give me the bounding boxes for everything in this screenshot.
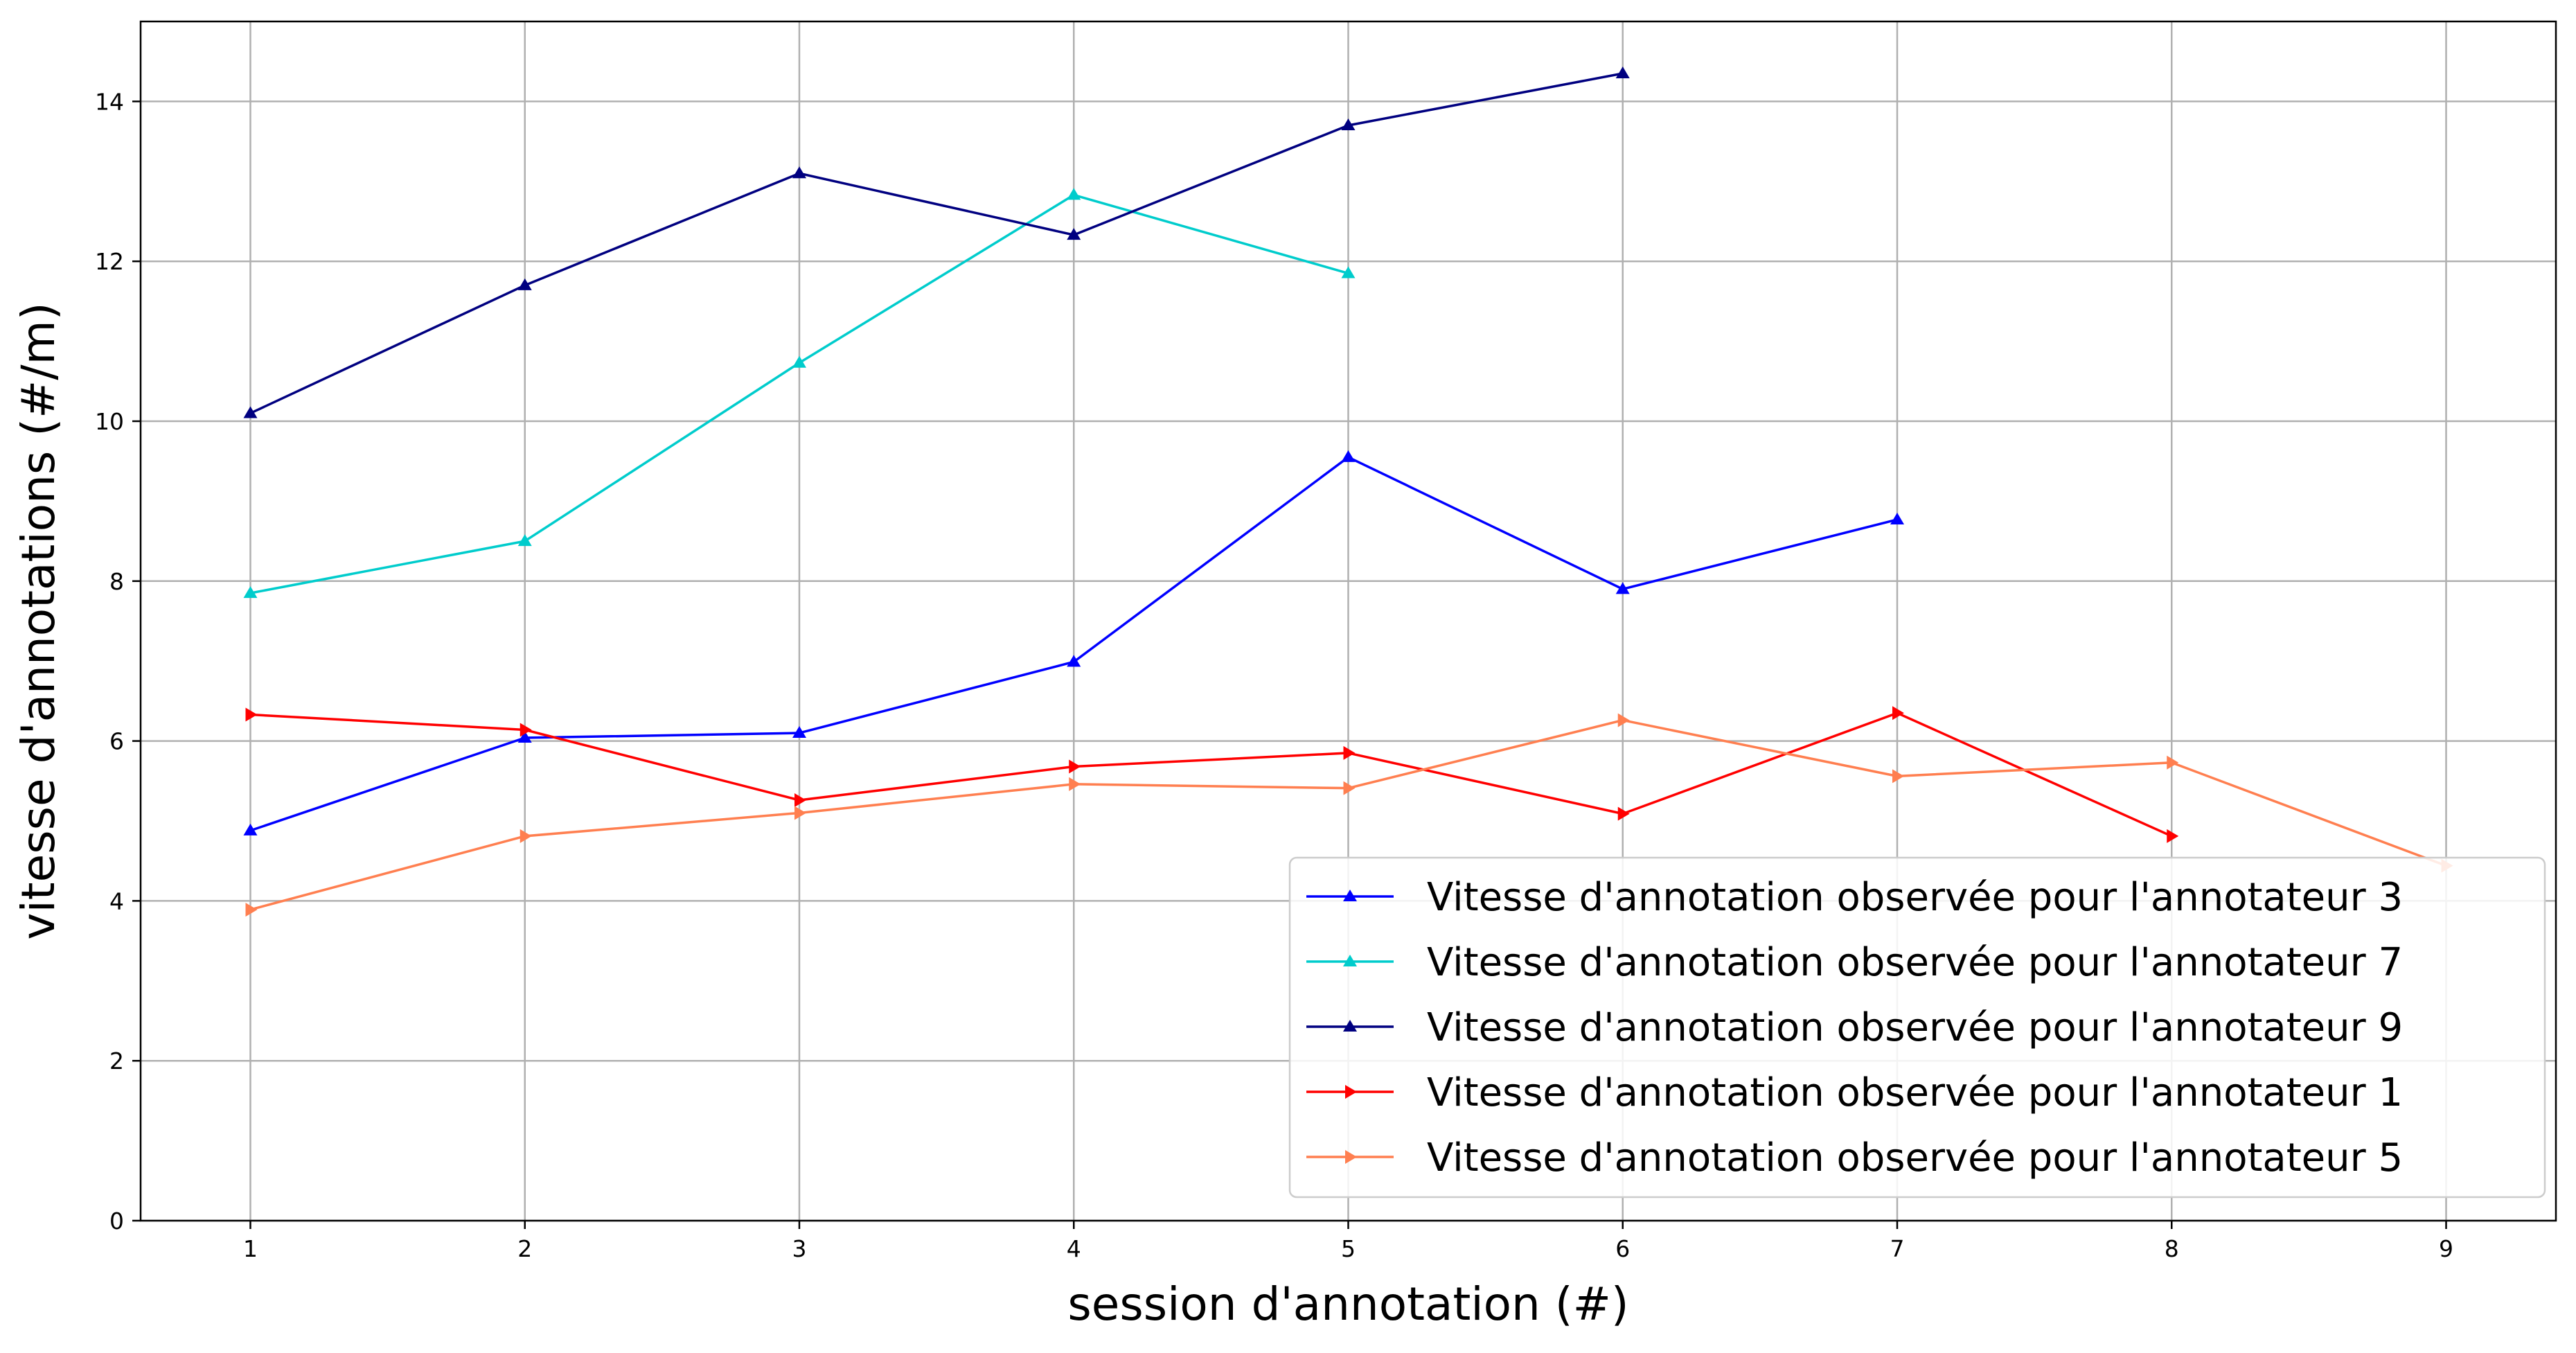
data-point-marker — [243, 586, 258, 599]
legend-swatch-marker — [1343, 1020, 1357, 1032]
series-1 — [243, 450, 1904, 835]
data-point-marker — [1343, 745, 1356, 760]
series-line — [249, 72, 1624, 415]
legend-item: Vitesse d'annotation observée pour l'ann… — [1306, 940, 2403, 985]
data-point-marker — [1067, 228, 1081, 240]
y-tick-label: 0 — [109, 1208, 124, 1235]
data-point-marker — [1892, 706, 1904, 720]
data-point-marker — [1615, 582, 1630, 594]
legend-swatch-marker — [1343, 955, 1357, 966]
data-point-marker — [1892, 769, 1904, 784]
data-point-marker — [794, 793, 806, 807]
legend-label: Vitesse d'annotation observée pour l'ann… — [1427, 1005, 2403, 1050]
x-tick-label: 3 — [792, 1235, 807, 1262]
series-line — [250, 711, 2172, 838]
legend-item: Vitesse d'annotation observée pour l'ann… — [1306, 1135, 2403, 1180]
series-4 — [245, 706, 2179, 843]
x-tick-label: 2 — [517, 1235, 532, 1262]
data-point-marker — [519, 829, 532, 843]
legend-label: Vitesse d'annotation observée pour l'ann… — [1427, 1070, 2403, 1115]
legend-item: Vitesse d'annotation observée pour l'ann… — [1306, 1005, 2403, 1050]
x-tick-label: 5 — [1341, 1235, 1356, 1262]
data-point-marker — [1343, 781, 1356, 795]
x-tick-label: 8 — [2165, 1235, 2179, 1262]
data-point-marker — [2167, 829, 2179, 843]
data-point-marker — [792, 726, 806, 739]
series-2 — [243, 188, 1356, 599]
legend-swatch-marker — [1345, 1085, 1357, 1099]
data-point-marker — [243, 406, 258, 418]
data-point-marker — [1341, 450, 1356, 462]
legend-label: Vitesse d'annotation observée pour l'ann… — [1427, 940, 2403, 985]
series-lines — [243, 67, 2453, 917]
data-point-marker — [1341, 266, 1356, 278]
data-point-marker — [245, 903, 258, 917]
y-tick-label: 6 — [109, 728, 124, 755]
y-tick-label: 12 — [95, 248, 124, 275]
data-point-marker — [1890, 512, 1904, 524]
data-point-marker — [517, 730, 532, 743]
x-tick-label: 6 — [1615, 1235, 1630, 1262]
data-point-marker — [1069, 777, 1081, 791]
data-point-marker — [792, 166, 806, 179]
data-point-marker — [245, 707, 258, 722]
data-point-marker — [517, 534, 532, 547]
data-point-marker — [1067, 188, 1081, 200]
data-point-marker — [794, 806, 806, 820]
y-tick-label: 14 — [95, 88, 124, 115]
legend-label: Vitesse d'annotation observée pour l'ann… — [1427, 1135, 2403, 1180]
x-tick-label: 4 — [1067, 1235, 1081, 1262]
data-point-marker — [243, 823, 258, 835]
data-point-marker — [1341, 118, 1356, 131]
series-3 — [243, 67, 1630, 418]
y-tick-label: 4 — [109, 887, 124, 914]
data-point-marker — [1069, 759, 1081, 774]
data-point-marker — [1615, 67, 1630, 79]
x-tick-label: 1 — [243, 1235, 258, 1262]
x-tick-label: 9 — [2439, 1235, 2453, 1262]
legend-item: Vitesse d'annotation observée pour l'ann… — [1306, 875, 2403, 920]
x-axis-label: session d'annotation (#) — [1067, 1277, 1628, 1331]
legend-swatch-marker — [1345, 1150, 1357, 1164]
data-point-marker — [1067, 655, 1081, 667]
data-point-marker — [1617, 713, 1630, 727]
data-point-marker — [2167, 755, 2179, 770]
data-point-marker — [519, 723, 532, 737]
legend-box — [1288, 856, 2546, 1199]
y-tick-label: 2 — [109, 1047, 124, 1075]
legend: Vitesse d'annotation observée pour l'ann… — [1288, 856, 2546, 1199]
legend-swatch-marker — [1343, 890, 1357, 901]
data-point-marker — [792, 355, 806, 368]
y-axis-label: vitesse d'annotations (#/m) — [12, 302, 65, 939]
x-tick-label: 7 — [1890, 1235, 1905, 1262]
legend-item: Vitesse d'annotation observée pour l'ann… — [1306, 1070, 2403, 1115]
data-point-marker — [517, 278, 532, 290]
y-tick-label: 8 — [109, 568, 124, 595]
legend-label: Vitesse d'annotation observée pour l'ann… — [1427, 875, 2403, 920]
data-point-marker — [1617, 806, 1630, 821]
y-tick-label: 10 — [95, 408, 124, 435]
